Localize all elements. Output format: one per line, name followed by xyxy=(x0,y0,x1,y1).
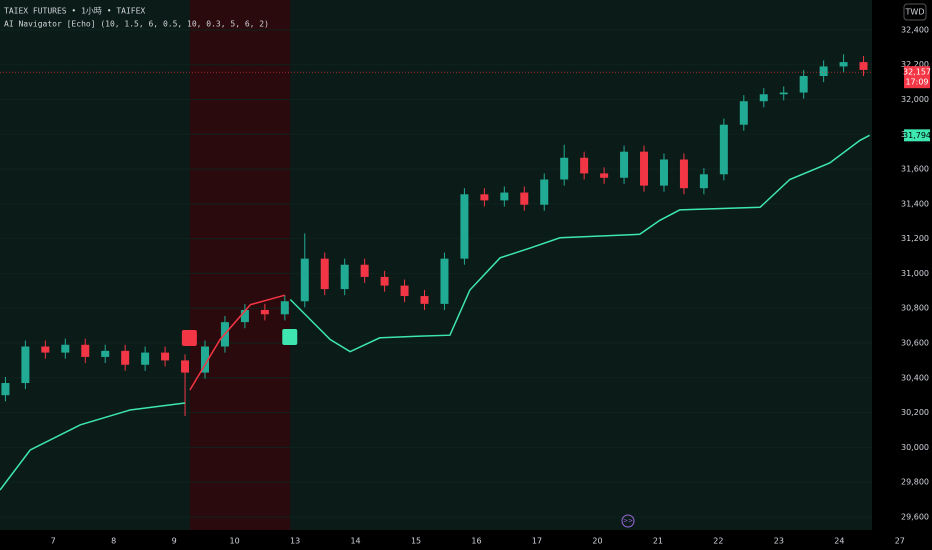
x-tick-label: 27 xyxy=(895,537,905,546)
candle-body xyxy=(719,124,728,175)
y-tick-label: 30,800 xyxy=(901,304,929,313)
y-tick-label: 30,600 xyxy=(901,339,929,348)
trail-line xyxy=(0,402,186,491)
candle-body xyxy=(620,151,629,178)
candle-body xyxy=(460,194,469,259)
candle-body xyxy=(101,350,110,357)
x-tick-label: 14 xyxy=(350,537,360,546)
trail-line xyxy=(289,134,870,353)
candle-body xyxy=(41,346,50,353)
signal-zone xyxy=(189,0,291,530)
candle-body xyxy=(380,276,389,286)
time-axis-background xyxy=(0,530,872,550)
x-tick-label: 23 xyxy=(774,537,784,546)
candle-body xyxy=(759,94,768,102)
candle-body xyxy=(81,344,90,357)
candle-body xyxy=(779,92,788,95)
sell-signal xyxy=(181,330,197,346)
candle-body xyxy=(360,264,369,277)
x-tick-label: 10 xyxy=(230,537,240,546)
candle-body xyxy=(200,346,209,373)
x-tick-label: 8 xyxy=(111,537,116,546)
x-tick-label: 17 xyxy=(532,537,542,546)
x-tick-label: 15 xyxy=(411,537,421,546)
x-tick-label: 20 xyxy=(592,537,602,546)
indicator-label: AI Navigator [Echo] (10, 1.5, 6, 0.5, 10… xyxy=(4,20,269,29)
y-tick-label: 31,200 xyxy=(901,234,929,243)
x-tick-label: 9 xyxy=(172,537,177,546)
y-tick-label: 29,600 xyxy=(901,512,929,521)
candle-body xyxy=(340,264,349,290)
currency[interactable]: TWD xyxy=(905,8,925,17)
candle-body xyxy=(739,101,748,125)
candle-body xyxy=(61,344,70,353)
event-icon[interactable] xyxy=(621,514,635,528)
trail-price-box xyxy=(904,129,930,142)
plot-background xyxy=(0,0,872,530)
y-tick-label: 32,200 xyxy=(901,60,929,69)
currency-box[interactable] xyxy=(903,3,927,21)
y-tick-label: 32,400 xyxy=(901,25,929,34)
candle-body xyxy=(400,285,409,297)
candle-body xyxy=(540,179,549,205)
candle-body xyxy=(121,350,130,365)
y-tick-label: 30,400 xyxy=(901,373,929,382)
y-tick-label: 31,000 xyxy=(901,269,929,278)
candle-body xyxy=(480,194,489,201)
price-axis-background xyxy=(872,0,932,550)
candle-body xyxy=(819,66,828,77)
x-tick-label: 7 xyxy=(51,537,56,546)
candle-body xyxy=(659,159,668,186)
candle-body xyxy=(839,62,848,67)
candle-body xyxy=(799,76,808,93)
y-tick-label: 32,000 xyxy=(901,95,929,104)
candle-body xyxy=(600,173,609,178)
candle-body xyxy=(320,258,329,290)
candle-body xyxy=(580,157,589,174)
y-tick-label: 30,000 xyxy=(901,443,929,452)
candle-body xyxy=(640,151,649,186)
x-tick-label: 22 xyxy=(713,537,723,546)
event-icon-glyph[interactable]: >> xyxy=(623,518,633,525)
candle-body xyxy=(1,383,10,396)
last-price-box xyxy=(904,66,930,89)
candle-body xyxy=(280,301,289,315)
x-tick-label: 16 xyxy=(471,537,481,546)
candle-body xyxy=(141,352,150,365)
x-tick-label: 21 xyxy=(653,537,663,546)
candle-body xyxy=(240,309,249,323)
plot-layer xyxy=(0,0,870,530)
candle-body xyxy=(560,157,569,180)
candle-body xyxy=(161,352,170,361)
countdown: 17:09 xyxy=(905,78,928,87)
y-tick-label: 31,400 xyxy=(901,199,929,208)
candle-body xyxy=(679,159,688,189)
trail-line xyxy=(189,294,285,391)
chart-title: TAIEX FUTURES • 1小時 • TAIFEX xyxy=(4,7,145,16)
candle-body xyxy=(859,62,868,70)
candle-body xyxy=(500,192,509,201)
candle-body xyxy=(260,309,269,315)
candle-body xyxy=(699,174,708,189)
trail-price-label: 31,794 xyxy=(903,131,931,140)
y-tick-label: 30,200 xyxy=(901,408,929,417)
candle-body xyxy=(21,346,30,384)
candle-body xyxy=(181,360,190,373)
y-tick-label: 29,800 xyxy=(901,478,929,487)
x-tick-label: 13 xyxy=(290,537,300,546)
candle-body xyxy=(420,296,429,304)
candle-body xyxy=(300,258,309,302)
y-tick-label: 31,600 xyxy=(901,165,929,174)
x-tick-label: 24 xyxy=(834,537,844,546)
candle-body xyxy=(440,258,449,304)
last-price-label: 32,157 xyxy=(903,68,931,77)
candle-body xyxy=(520,192,529,205)
buy-signal xyxy=(282,329,298,345)
